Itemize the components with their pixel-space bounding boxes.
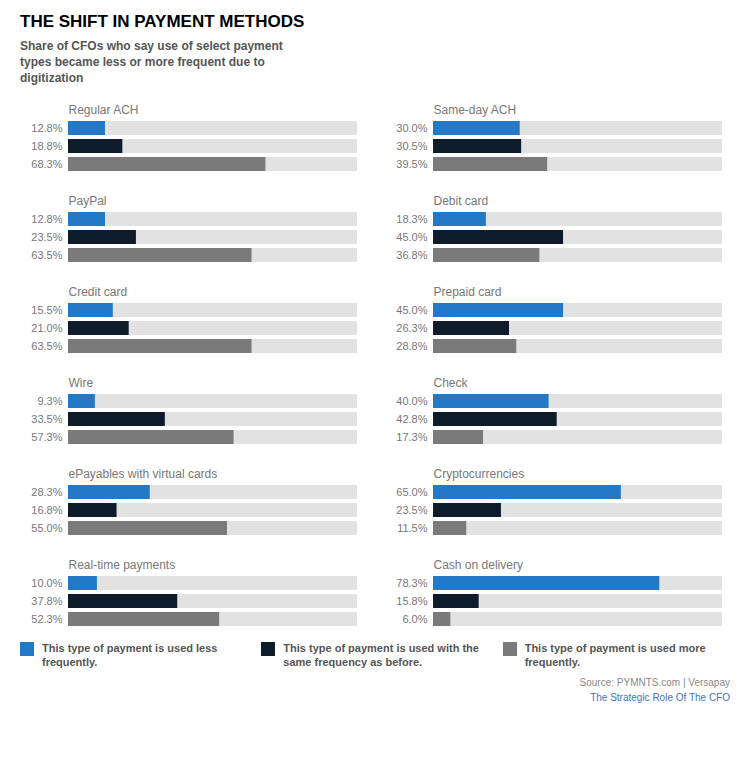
html-text:This type of payment is used m: This type of payment is used more freque…: [524, 641, 706, 668]
svg-text:23.5%: 23.5%: [396, 504, 427, 516]
svg-text:28.8%: 28.8%: [396, 340, 427, 352]
svg-text:63.5%: 63.5%: [31, 249, 62, 261]
svg-text:PayPal: PayPal: [69, 194, 107, 208]
svg-text:65.0%: 65.0%: [396, 486, 427, 498]
svg-text:63.5%: 63.5%: [31, 340, 62, 352]
html-text:The Strategic Role Of The CFO: The Strategic Role Of The CFO: [590, 692, 730, 704]
svg-text:Cash on delivery: Cash on delivery: [434, 558, 523, 572]
svg-text:21.0%: 21.0%: [31, 322, 62, 334]
svg-text:Check: Check: [434, 376, 469, 390]
svg-text:45.0%: 45.0%: [396, 304, 427, 316]
svg-text:16.8%: 16.8%: [31, 504, 62, 516]
svg-text:36.8%: 36.8%: [396, 249, 427, 261]
svg-text:57.3%: 57.3%: [31, 431, 62, 443]
svg-text:40.0%: 40.0%: [396, 395, 427, 407]
html-text:Share of CFOs who say use of s: Share of CFOs who say use of select paym…: [20, 39, 283, 86]
svg-text:17.3%: 17.3%: [396, 431, 427, 443]
svg-text:Regular ACH: Regular ACH: [69, 103, 139, 117]
svg-text:15.8%: 15.8%: [396, 595, 427, 607]
svg-text:Cryptocurrencies: Cryptocurrencies: [434, 467, 525, 481]
svg-text:9.3%: 9.3%: [37, 395, 62, 407]
svg-text:30.0%: 30.0%: [396, 122, 427, 134]
svg-text:Credit card: Credit card: [69, 285, 128, 299]
svg-text:15.5%: 15.5%: [31, 304, 62, 316]
svg-text:11.5%: 11.5%: [397, 522, 428, 534]
html-text:This type of payment is used l: This type of payment is used less freque…: [42, 641, 218, 668]
svg-text:Wire: Wire: [69, 376, 94, 390]
svg-text:52.3%: 52.3%: [31, 613, 62, 625]
svg-text:Prepaid card: Prepaid card: [434, 285, 502, 299]
html-text:THE SHIFT IN PAYMENT METHODS: THE SHIFT IN PAYMENT METHODS: [20, 12, 305, 31]
svg-text:45.0%: 45.0%: [396, 231, 427, 243]
svg-text:55.0%: 55.0%: [31, 522, 62, 534]
svg-text:28.3%: 28.3%: [31, 486, 62, 498]
svg-text:42.8%: 42.8%: [396, 413, 427, 425]
svg-text:30.5%: 30.5%: [396, 140, 427, 152]
svg-text:10.0%: 10.0%: [31, 577, 62, 589]
svg-text:37.8%: 37.8%: [31, 595, 62, 607]
svg-text:12.8%: 12.8%: [31, 122, 62, 134]
html-text:Source: PYMNTS.com | Versapay: Source: PYMNTS.com | Versapay: [579, 677, 730, 689]
svg-text:33.5%: 33.5%: [31, 413, 62, 425]
svg-text:23.5%: 23.5%: [31, 231, 62, 243]
svg-text:26.3%: 26.3%: [396, 322, 427, 334]
html-text:This type of payment is used w: This type of payment is used with the sa…: [283, 641, 479, 668]
svg-text:Debit card: Debit card: [434, 194, 489, 208]
svg-text:12.8%: 12.8%: [31, 213, 62, 225]
svg-text:78.3%: 78.3%: [396, 577, 427, 589]
svg-text:ePayables with virtual cards: ePayables with virtual cards: [69, 467, 218, 481]
svg-text:68.3%: 68.3%: [31, 158, 62, 170]
svg-text:6.0%: 6.0%: [402, 613, 427, 625]
svg-text:18.3%: 18.3%: [396, 213, 427, 225]
svg-text:Real-time payments: Real-time payments: [69, 558, 176, 572]
svg-text:18.8%: 18.8%: [31, 140, 62, 152]
svg-text:Same-day ACH: Same-day ACH: [434, 103, 517, 117]
svg-text:39.5%: 39.5%: [396, 158, 427, 170]
